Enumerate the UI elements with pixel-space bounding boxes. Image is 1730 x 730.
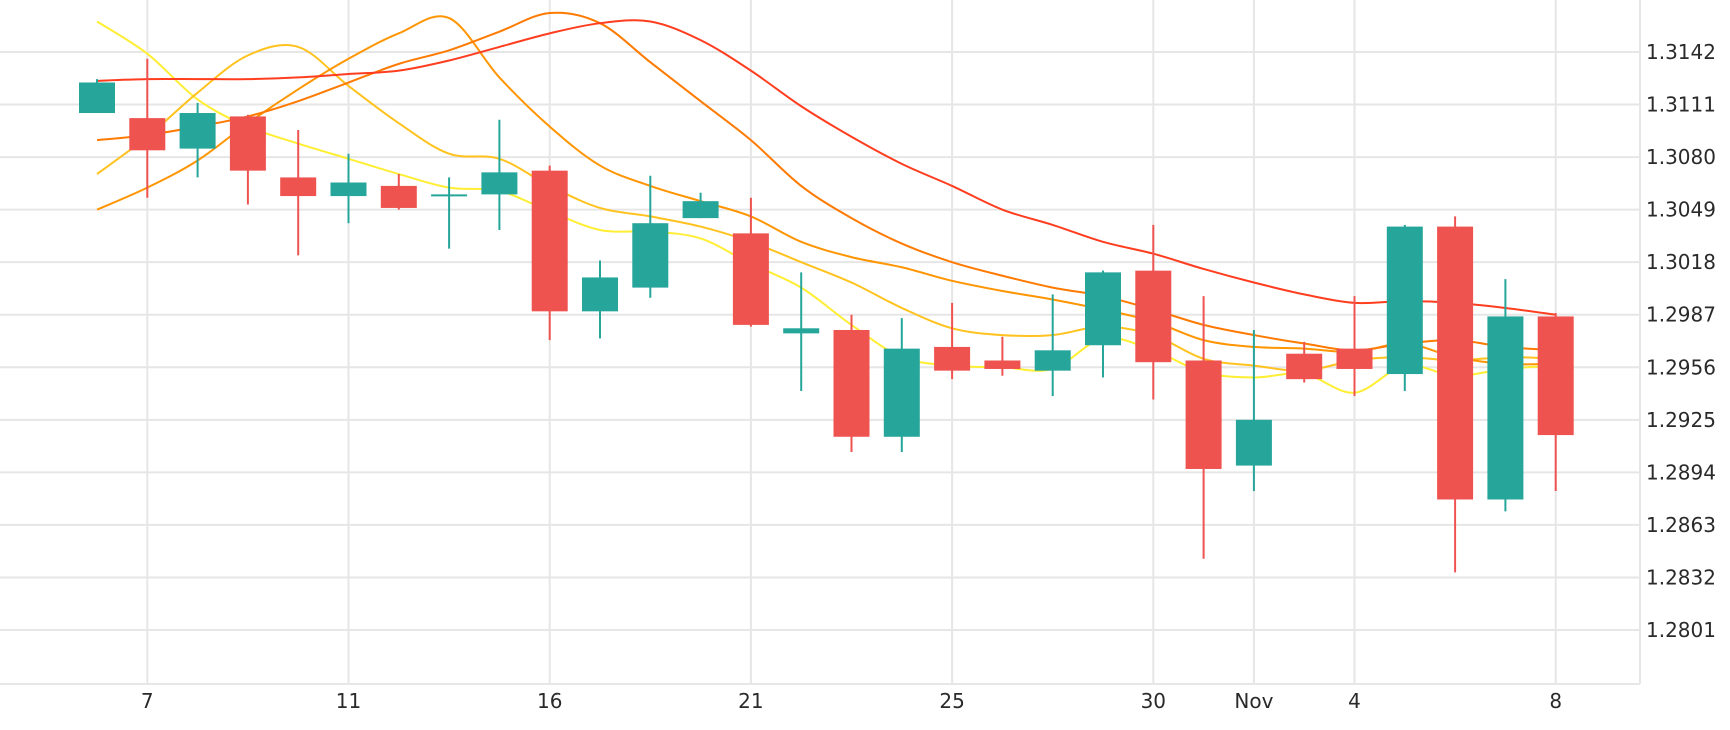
candle-body bbox=[280, 177, 317, 197]
candle-down bbox=[1336, 296, 1373, 397]
candle-up bbox=[330, 153, 367, 224]
candle-body bbox=[934, 346, 971, 371]
x-tick-label: 30 bbox=[1141, 689, 1166, 713]
candle-down bbox=[833, 314, 870, 453]
x-tick-label: 7 bbox=[141, 689, 154, 713]
candle-up bbox=[79, 79, 115, 114]
candle-body bbox=[1034, 350, 1071, 371]
candle-up bbox=[1386, 224, 1423, 392]
candle-body bbox=[330, 182, 367, 197]
candle-up bbox=[481, 119, 518, 230]
moving-average-line-5 bbox=[96, 19, 1556, 316]
candle-body bbox=[732, 233, 769, 325]
candle-up bbox=[179, 102, 216, 178]
moving-average-line-3 bbox=[96, 15, 1556, 366]
x-tick-label: Nov bbox=[1234, 689, 1273, 713]
candle-body bbox=[481, 172, 518, 195]
candle-down bbox=[1537, 313, 1574, 492]
candle-body bbox=[984, 360, 1021, 369]
y-tick-label: 1.2832 bbox=[1646, 565, 1716, 589]
candle-down bbox=[732, 197, 769, 327]
candle-up bbox=[883, 318, 920, 453]
x-tick-label: 16 bbox=[537, 689, 562, 713]
moving-average-lines bbox=[96, 11, 1556, 394]
candle-body bbox=[1386, 226, 1423, 375]
candles bbox=[79, 58, 1574, 573]
candle-down bbox=[1185, 296, 1222, 559]
y-tick-label: 1.3080 bbox=[1646, 145, 1716, 169]
candle-body bbox=[1537, 316, 1574, 436]
y-tick-label: 1.3111 bbox=[1646, 93, 1716, 117]
candle-body bbox=[682, 201, 719, 219]
candle-up bbox=[1487, 279, 1524, 512]
candle-down bbox=[380, 174, 417, 210]
y-axis-labels: 1.2801 1.2832 1.2863 1.2894 1.2925 1.2956 1.29… bbox=[1646, 40, 1716, 642]
candle-down bbox=[1135, 224, 1172, 400]
x-tick-label: 25 bbox=[939, 689, 964, 713]
candle-up bbox=[431, 177, 468, 249]
candle-up bbox=[1034, 294, 1071, 397]
candle-down bbox=[280, 129, 317, 256]
candle-body bbox=[1286, 353, 1323, 380]
candle-up bbox=[632, 175, 669, 298]
x-tick-label: 4 bbox=[1348, 689, 1361, 713]
y-tick-label: 1.2987 bbox=[1646, 303, 1716, 327]
y-tick-label: 1.3018 bbox=[1646, 250, 1716, 274]
candle-body bbox=[833, 329, 870, 437]
candle-down bbox=[1437, 216, 1474, 573]
candle-body bbox=[582, 277, 618, 312]
candle-down bbox=[129, 58, 166, 198]
candle-body bbox=[1336, 348, 1373, 369]
candle-down bbox=[229, 114, 266, 205]
moving-average-line-4 bbox=[96, 11, 1556, 352]
y-tick-label: 1.2956 bbox=[1646, 355, 1716, 379]
candle-body bbox=[1437, 226, 1474, 500]
candle-body bbox=[229, 116, 266, 171]
candle-body bbox=[1135, 270, 1172, 363]
candle-body bbox=[1487, 316, 1524, 500]
candle-body bbox=[1185, 360, 1222, 469]
candle-body bbox=[632, 223, 669, 288]
candle-up bbox=[1085, 270, 1121, 378]
x-tick-label: 11 bbox=[336, 689, 361, 713]
candle-body bbox=[79, 82, 115, 114]
candle-up bbox=[1235, 329, 1272, 492]
x-tick-label: 21 bbox=[738, 689, 763, 713]
x-axis-labels: 7 11 16 21 25 30 Nov 4 8 bbox=[141, 689, 1562, 713]
candle-body bbox=[380, 185, 417, 208]
candle-body bbox=[129, 118, 166, 151]
candle-down bbox=[1286, 341, 1323, 383]
candle-down bbox=[531, 165, 568, 341]
candle-up bbox=[682, 192, 719, 219]
candle-body bbox=[883, 348, 920, 437]
candle-up bbox=[582, 260, 618, 339]
candle-up bbox=[783, 272, 820, 392]
y-tick-label: 1.2925 bbox=[1646, 408, 1716, 432]
y-tick-label: 1.2863 bbox=[1646, 513, 1716, 537]
candle-body bbox=[179, 113, 216, 149]
candle-down bbox=[984, 336, 1021, 376]
y-tick-label: 1.3049 bbox=[1646, 198, 1716, 222]
candle-body bbox=[1085, 272, 1121, 346]
x-tick-label: 8 bbox=[1549, 689, 1562, 713]
y-tick-label: 1.2894 bbox=[1646, 460, 1716, 484]
candle-body bbox=[783, 328, 820, 334]
candle-body bbox=[1235, 419, 1272, 466]
y-tick-label: 1.3142 bbox=[1646, 40, 1716, 64]
y-tick-label: 1.2801 bbox=[1646, 618, 1716, 642]
candle-down bbox=[934, 302, 971, 380]
candle-body bbox=[531, 170, 568, 312]
candle-body bbox=[431, 194, 468, 197]
